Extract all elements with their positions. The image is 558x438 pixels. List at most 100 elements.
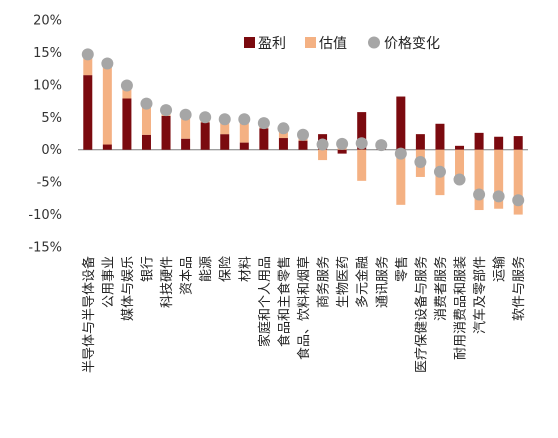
earnings-bar bbox=[474, 132, 484, 150]
price-change-dot bbox=[316, 138, 329, 151]
legend-swatch-valuation bbox=[305, 37, 316, 48]
y-tick-label: -10% bbox=[28, 208, 62, 223]
category-label: 运输 bbox=[492, 256, 508, 282]
earnings-bar bbox=[357, 112, 367, 150]
category-label: 食品和主食零售 bbox=[276, 256, 292, 347]
valuation-bar bbox=[357, 149, 367, 181]
price-change-dot bbox=[512, 194, 525, 207]
earnings-bar bbox=[200, 122, 210, 150]
price-change-dot bbox=[394, 147, 407, 160]
earnings-bar bbox=[494, 136, 504, 150]
legend-label-valuation: 估值 bbox=[319, 36, 347, 52]
price-change-dot bbox=[453, 173, 466, 186]
category-label: 公用事业 bbox=[101, 256, 116, 308]
category-label: 商务服务 bbox=[316, 256, 332, 308]
valuation-bar bbox=[102, 63, 112, 145]
valuation-bar bbox=[455, 149, 465, 183]
valuation-bar bbox=[122, 85, 132, 99]
price-change-dot bbox=[218, 113, 231, 126]
valuation-bar bbox=[239, 119, 249, 143]
price-change-dot bbox=[355, 137, 368, 150]
valuation-bar bbox=[83, 54, 93, 76]
price-change-dot bbox=[375, 139, 388, 152]
price-change-dot bbox=[257, 117, 270, 130]
earnings-bar bbox=[298, 140, 308, 150]
earnings-bar bbox=[435, 123, 445, 150]
legend-swatch-earnings bbox=[244, 37, 255, 48]
earnings-bar bbox=[141, 134, 151, 150]
category-label: 银行 bbox=[140, 256, 155, 282]
category-label: 多元金融 bbox=[355, 256, 371, 308]
category-label: 保险 bbox=[219, 256, 234, 282]
price-change-dot bbox=[473, 188, 486, 201]
earnings-bar bbox=[122, 98, 132, 150]
valuation-bar bbox=[318, 149, 328, 161]
category-label: 材料 bbox=[238, 256, 253, 282]
earnings-bar bbox=[337, 149, 347, 154]
category-label: 医疗保健设备与服务 bbox=[413, 256, 429, 373]
category-label: 家庭和个人用品 bbox=[257, 256, 273, 347]
category-label: 软件与服务 bbox=[511, 256, 527, 321]
price-change-dot bbox=[81, 48, 94, 61]
earnings-bar bbox=[181, 138, 191, 150]
price-change-dot bbox=[238, 113, 251, 126]
price-change-dot bbox=[199, 111, 212, 124]
valuation-bar bbox=[141, 103, 151, 135]
legend-marker-price-change bbox=[368, 36, 380, 49]
legend: 盈利 估值 价格变化 bbox=[244, 36, 440, 52]
y-tick-label: -15% bbox=[28, 241, 62, 256]
y-tick-label: 20% bbox=[33, 14, 62, 29]
earnings-bar bbox=[396, 96, 406, 150]
y-tick-label: 5% bbox=[41, 111, 62, 126]
category-label: 消费者服务 bbox=[433, 256, 449, 321]
category-label: 零售 bbox=[394, 256, 410, 282]
legend-label-price-change: 价格变化 bbox=[384, 36, 440, 52]
y-axis: -15% -10% -5% 0% 5% 10% 15% 20% bbox=[28, 14, 62, 256]
price-change-dot bbox=[120, 79, 133, 92]
category-label: 耐用消费品和服装 bbox=[454, 256, 469, 360]
price-change-dot bbox=[160, 104, 173, 117]
category-labels: 半导体与半导体设备 公用事业 媒体与娱乐 银行 科技硬件 资本品 能源 保险 材料 家庭和个人用品… bbox=[81, 256, 527, 373]
price-change-dot bbox=[277, 122, 290, 135]
price-change-dot bbox=[414, 156, 427, 169]
earnings-bar bbox=[220, 134, 230, 150]
category-label: 通讯服务 bbox=[374, 256, 390, 308]
category-label: 科技硬件 bbox=[160, 256, 175, 308]
earnings-bar bbox=[513, 136, 523, 150]
price-change-dot bbox=[336, 137, 349, 150]
category-label: 汽车及零部件 bbox=[472, 256, 488, 334]
earnings-bar bbox=[415, 134, 425, 150]
valuation-bar bbox=[474, 149, 484, 211]
earnings-bar bbox=[259, 128, 269, 150]
legend-label-earnings: 盈利 bbox=[258, 36, 286, 52]
price-change-dots bbox=[81, 48, 525, 207]
valuation-bar bbox=[494, 149, 504, 209]
category-label: 半导体与半导体设备 bbox=[81, 256, 97, 373]
valuation-bar bbox=[513, 149, 523, 215]
category-label: 食品、饮料和烟草 bbox=[296, 256, 312, 360]
price-change-dot bbox=[101, 57, 114, 70]
earnings-bar bbox=[161, 115, 171, 150]
earnings-bar bbox=[278, 138, 288, 150]
category-label: 资本品 bbox=[180, 256, 195, 295]
category-label: 生物医药 bbox=[336, 256, 351, 308]
earnings-bar bbox=[102, 144, 112, 150]
y-tick-label: 15% bbox=[33, 46, 62, 61]
category-label: 媒体与娱乐 bbox=[121, 256, 136, 321]
y-tick-label: 10% bbox=[33, 78, 62, 93]
price-change-dot bbox=[492, 190, 505, 203]
valuation-bar bbox=[396, 149, 406, 205]
y-tick-label: -5% bbox=[37, 176, 62, 191]
earnings-bar bbox=[83, 75, 93, 150]
category-label: 能源 bbox=[199, 256, 214, 282]
earnings-bar bbox=[239, 142, 249, 150]
price-change-dot bbox=[140, 97, 153, 110]
valuation-bar bbox=[181, 114, 191, 139]
price-change-dot bbox=[433, 165, 446, 178]
price-change-dot bbox=[179, 108, 192, 121]
valuation-bar bbox=[220, 119, 230, 135]
price-change-dot bbox=[297, 128, 309, 141]
y-tick-label: 0% bbox=[41, 143, 62, 158]
earnings-bar bbox=[455, 145, 465, 150]
